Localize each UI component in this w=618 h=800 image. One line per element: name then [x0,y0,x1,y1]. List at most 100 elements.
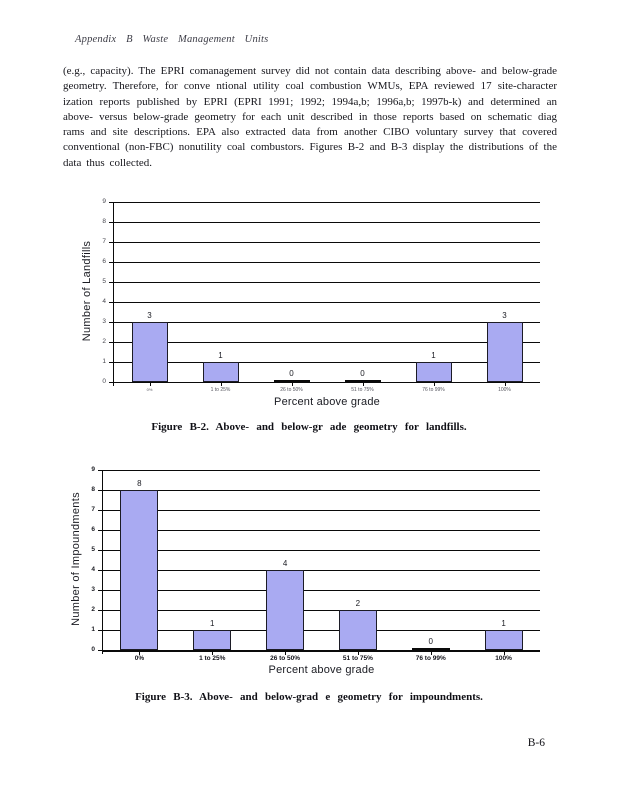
x-axis-title: Percent above grade [268,664,375,676]
bar [486,322,523,382]
y-tick-mark [109,322,113,323]
y-axis-line [113,202,114,386]
y-tick-mark [98,650,102,651]
x-axis-line [114,382,540,383]
x-tick-label: 1 to 25% [199,655,226,662]
x-tick-label: 0% [146,387,153,392]
bar-value-label: 4 [282,559,288,568]
y-tick-mark [98,610,102,611]
y-tick-mark [98,530,102,531]
y-axis-title: Number of Impoundments [70,492,82,626]
y-tick-label: 4 [102,298,106,305]
bar-value-label: 0 [360,369,365,378]
figure-b3-caption: Figure B-3. Above- and below-grad e geom… [135,691,483,703]
y-tick-mark [98,550,102,551]
y-tick-label: 1 [91,626,95,633]
bar [266,570,305,650]
y-tick-label: 7 [102,238,106,245]
x-tick-mark [504,383,506,386]
y-tick-label: 6 [91,526,95,533]
y-tick-mark [98,570,102,571]
gridline [103,630,540,631]
y-tick-label: 5 [91,546,95,553]
y-axis-title: Number of Landfills [81,240,93,342]
y-tick-mark [109,242,113,243]
x-tick-label: 51 to 75% [342,655,373,662]
x-tick-mark [430,652,432,655]
y-tick-mark [109,262,113,263]
gridline [114,322,540,323]
y-tick-label: 0 [91,646,95,653]
x-tick-label: 26 to 50% [270,655,301,662]
bar [484,630,523,650]
bar-value-label: 1 [218,351,223,360]
y-tick-mark [98,470,102,471]
y-tick-mark [109,302,113,303]
y-tick-label: 4 [91,566,95,573]
bar-value-label: 0 [428,637,433,646]
x-tick-mark [212,652,214,655]
gridline [114,242,540,243]
x-tick-mark [139,652,141,655]
y-tick-label: 2 [102,338,106,345]
y-tick-label: 0 [102,378,106,385]
bar-zero [411,648,450,650]
x-tick-mark [285,652,287,655]
gridline [103,510,540,511]
bar-zero [273,380,310,382]
gridline [103,550,540,551]
y-tick-label: 8 [102,218,106,225]
gridline [114,202,540,203]
gridline [103,490,540,491]
x-tick-label: 100% [498,387,511,393]
x-tick-label: 100% [495,655,512,662]
page-header: Appendix B Waste Management Units [75,34,269,45]
x-tick-mark [149,383,151,386]
x-axis-title: Percent above grade [274,396,380,408]
bar-value-label: 2 [355,599,361,608]
x-tick-mark [433,383,435,386]
gridline [114,342,540,343]
bar [202,362,239,382]
gridline [114,302,540,303]
gridline [103,470,540,471]
figure-b2-caption: Figure B-2. Above- and below-gr ade geom… [151,421,467,433]
x-tick-label: 0% [134,655,145,662]
bar-value-label: 3 [147,311,152,320]
x-tick-label: 51 to 75% [351,387,374,393]
y-tick-label: 9 [102,198,106,205]
figure-b2-bar-chart: 0 1 2 3 4 5 6 7 8 9 3 0% 1 1 to 25% 0 26 to 50% 0 51 to 7… [0,190,618,430]
x-tick-label: 76 to 99% [422,387,445,393]
page-number: B-6 [527,737,545,749]
x-tick-mark [362,383,364,386]
x-tick-label: 76 to 99% [415,655,446,662]
y-tick-label: 2 [91,606,95,613]
x-tick-mark [503,652,505,655]
gridline [103,530,540,531]
bar-zero [344,380,381,382]
x-tick-label: 1 to 25% [210,387,231,393]
gridline [103,590,540,591]
figure-b3-bar-chart: 0 1 2 3 4 5 6 7 8 9 8 0% 1 1 to 25% 4 26 to 50% 2 51 to 7… [0,458,618,708]
y-tick-label: 5 [102,278,106,285]
y-tick-label: 9 [91,466,95,473]
body-paragraph: (e.g., capacity). The EPRI comanagement … [63,65,557,169]
bar-value-label: 3 [502,311,507,320]
y-tick-mark [109,282,113,283]
gridline [114,262,540,263]
gridline [114,222,540,223]
y-tick-label: 1 [102,358,106,365]
bar [338,610,377,650]
y-tick-mark [98,630,102,631]
y-tick-mark [109,222,113,223]
gridline [103,610,540,611]
y-tick-mark [98,510,102,511]
y-axis-line [102,470,103,654]
y-tick-label: 6 [102,258,106,265]
y-tick-mark [98,590,102,591]
bar-value-label: 1 [210,619,215,628]
y-tick-label: 3 [102,318,106,325]
bar [415,362,452,382]
bar-value-label: 1 [501,619,506,628]
